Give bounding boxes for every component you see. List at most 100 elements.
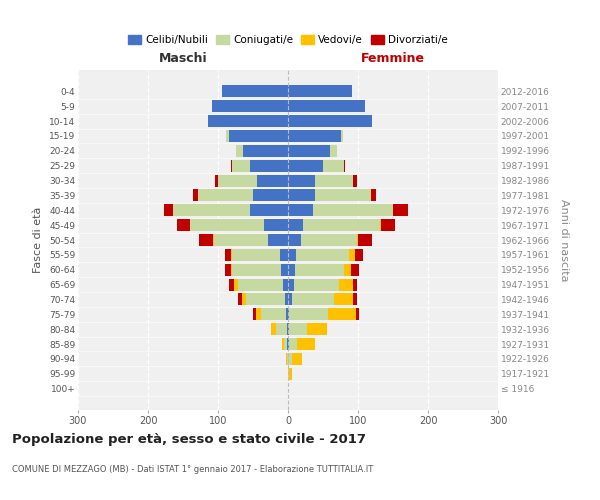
Bar xyxy=(190,219,263,231)
Bar xyxy=(253,308,256,320)
Bar xyxy=(281,264,288,276)
Bar xyxy=(288,323,289,335)
Bar xyxy=(218,174,257,186)
Bar xyxy=(288,353,292,365)
Bar xyxy=(393,204,409,216)
Text: Femmine: Femmine xyxy=(361,52,425,65)
Bar xyxy=(293,278,339,290)
Bar xyxy=(288,190,314,202)
Bar xyxy=(288,204,313,216)
Bar xyxy=(301,234,356,246)
Bar xyxy=(257,174,288,186)
Bar xyxy=(289,308,328,320)
Bar xyxy=(288,278,293,290)
Bar xyxy=(164,204,173,216)
Bar xyxy=(292,294,334,306)
Bar xyxy=(288,308,289,320)
Bar xyxy=(288,234,301,246)
Text: Popolazione per età, sesso e stato civile - 2017: Popolazione per età, sesso e stato civil… xyxy=(12,432,366,446)
Bar xyxy=(232,249,280,261)
Bar xyxy=(286,308,288,320)
Bar xyxy=(225,264,230,276)
Y-axis label: Fasce di età: Fasce di età xyxy=(34,207,43,273)
Bar xyxy=(356,308,359,320)
Bar xyxy=(283,278,288,290)
Bar xyxy=(288,219,304,231)
Bar xyxy=(288,368,289,380)
Bar xyxy=(371,190,376,202)
Bar xyxy=(314,190,371,202)
Bar xyxy=(339,278,353,290)
Bar xyxy=(229,278,234,290)
Bar xyxy=(344,264,351,276)
Bar xyxy=(213,234,214,246)
Bar xyxy=(355,249,363,261)
Bar xyxy=(314,174,353,186)
Bar xyxy=(232,264,281,276)
Bar xyxy=(238,294,242,306)
Bar xyxy=(178,219,190,231)
Bar xyxy=(289,338,297,350)
Bar xyxy=(328,308,356,320)
Bar xyxy=(353,294,356,306)
Bar xyxy=(353,174,356,186)
Legend: Celibi/Nubili, Coniugati/e, Vedovi/e, Divorziati/e: Celibi/Nubili, Coniugati/e, Vedovi/e, Di… xyxy=(124,31,452,50)
Bar xyxy=(304,219,380,231)
Bar xyxy=(229,130,288,142)
Bar xyxy=(297,338,314,350)
Bar xyxy=(288,249,296,261)
Bar xyxy=(313,204,393,216)
Bar xyxy=(284,338,287,350)
Bar xyxy=(351,264,359,276)
Bar xyxy=(287,338,288,350)
Bar xyxy=(353,278,356,290)
Bar xyxy=(307,323,326,335)
Bar xyxy=(230,249,232,261)
Bar xyxy=(289,368,292,380)
Bar xyxy=(288,338,289,350)
Bar xyxy=(289,323,307,335)
Bar xyxy=(238,278,283,290)
Bar xyxy=(276,323,287,335)
Bar xyxy=(268,234,288,246)
Bar xyxy=(288,174,314,186)
Bar xyxy=(263,219,288,231)
Bar xyxy=(296,249,349,261)
Bar xyxy=(262,308,286,320)
Bar xyxy=(250,204,288,216)
Text: COMUNE DI MEZZAGO (MB) - Dati ISTAT 1° gennaio 2017 - Elaborazione TUTTITALIA.IT: COMUNE DI MEZZAGO (MB) - Dati ISTAT 1° g… xyxy=(12,466,373,474)
Bar xyxy=(381,219,395,231)
Bar xyxy=(199,234,213,246)
Bar xyxy=(288,130,341,142)
Bar xyxy=(230,264,232,276)
Bar xyxy=(349,249,355,261)
Bar xyxy=(242,294,246,306)
Bar xyxy=(323,160,344,172)
Bar xyxy=(287,353,288,365)
Bar xyxy=(193,190,199,202)
Bar xyxy=(221,86,288,98)
Bar xyxy=(235,145,242,157)
Bar xyxy=(212,100,288,112)
Bar xyxy=(288,145,330,157)
Bar xyxy=(225,249,230,261)
Bar xyxy=(234,278,238,290)
Bar xyxy=(356,234,358,246)
Bar xyxy=(173,204,250,216)
Bar xyxy=(288,100,365,112)
Bar xyxy=(226,130,229,142)
Bar xyxy=(246,294,284,306)
Bar xyxy=(256,308,262,320)
Bar xyxy=(330,145,337,157)
Bar xyxy=(232,160,250,172)
Bar xyxy=(271,323,276,335)
Bar xyxy=(292,353,302,365)
Bar xyxy=(282,338,284,350)
Bar xyxy=(288,264,295,276)
Bar xyxy=(208,115,288,127)
Bar xyxy=(215,174,218,186)
Bar xyxy=(253,190,288,202)
Bar xyxy=(287,323,288,335)
Text: Maschi: Maschi xyxy=(158,52,208,65)
Bar xyxy=(288,86,352,98)
